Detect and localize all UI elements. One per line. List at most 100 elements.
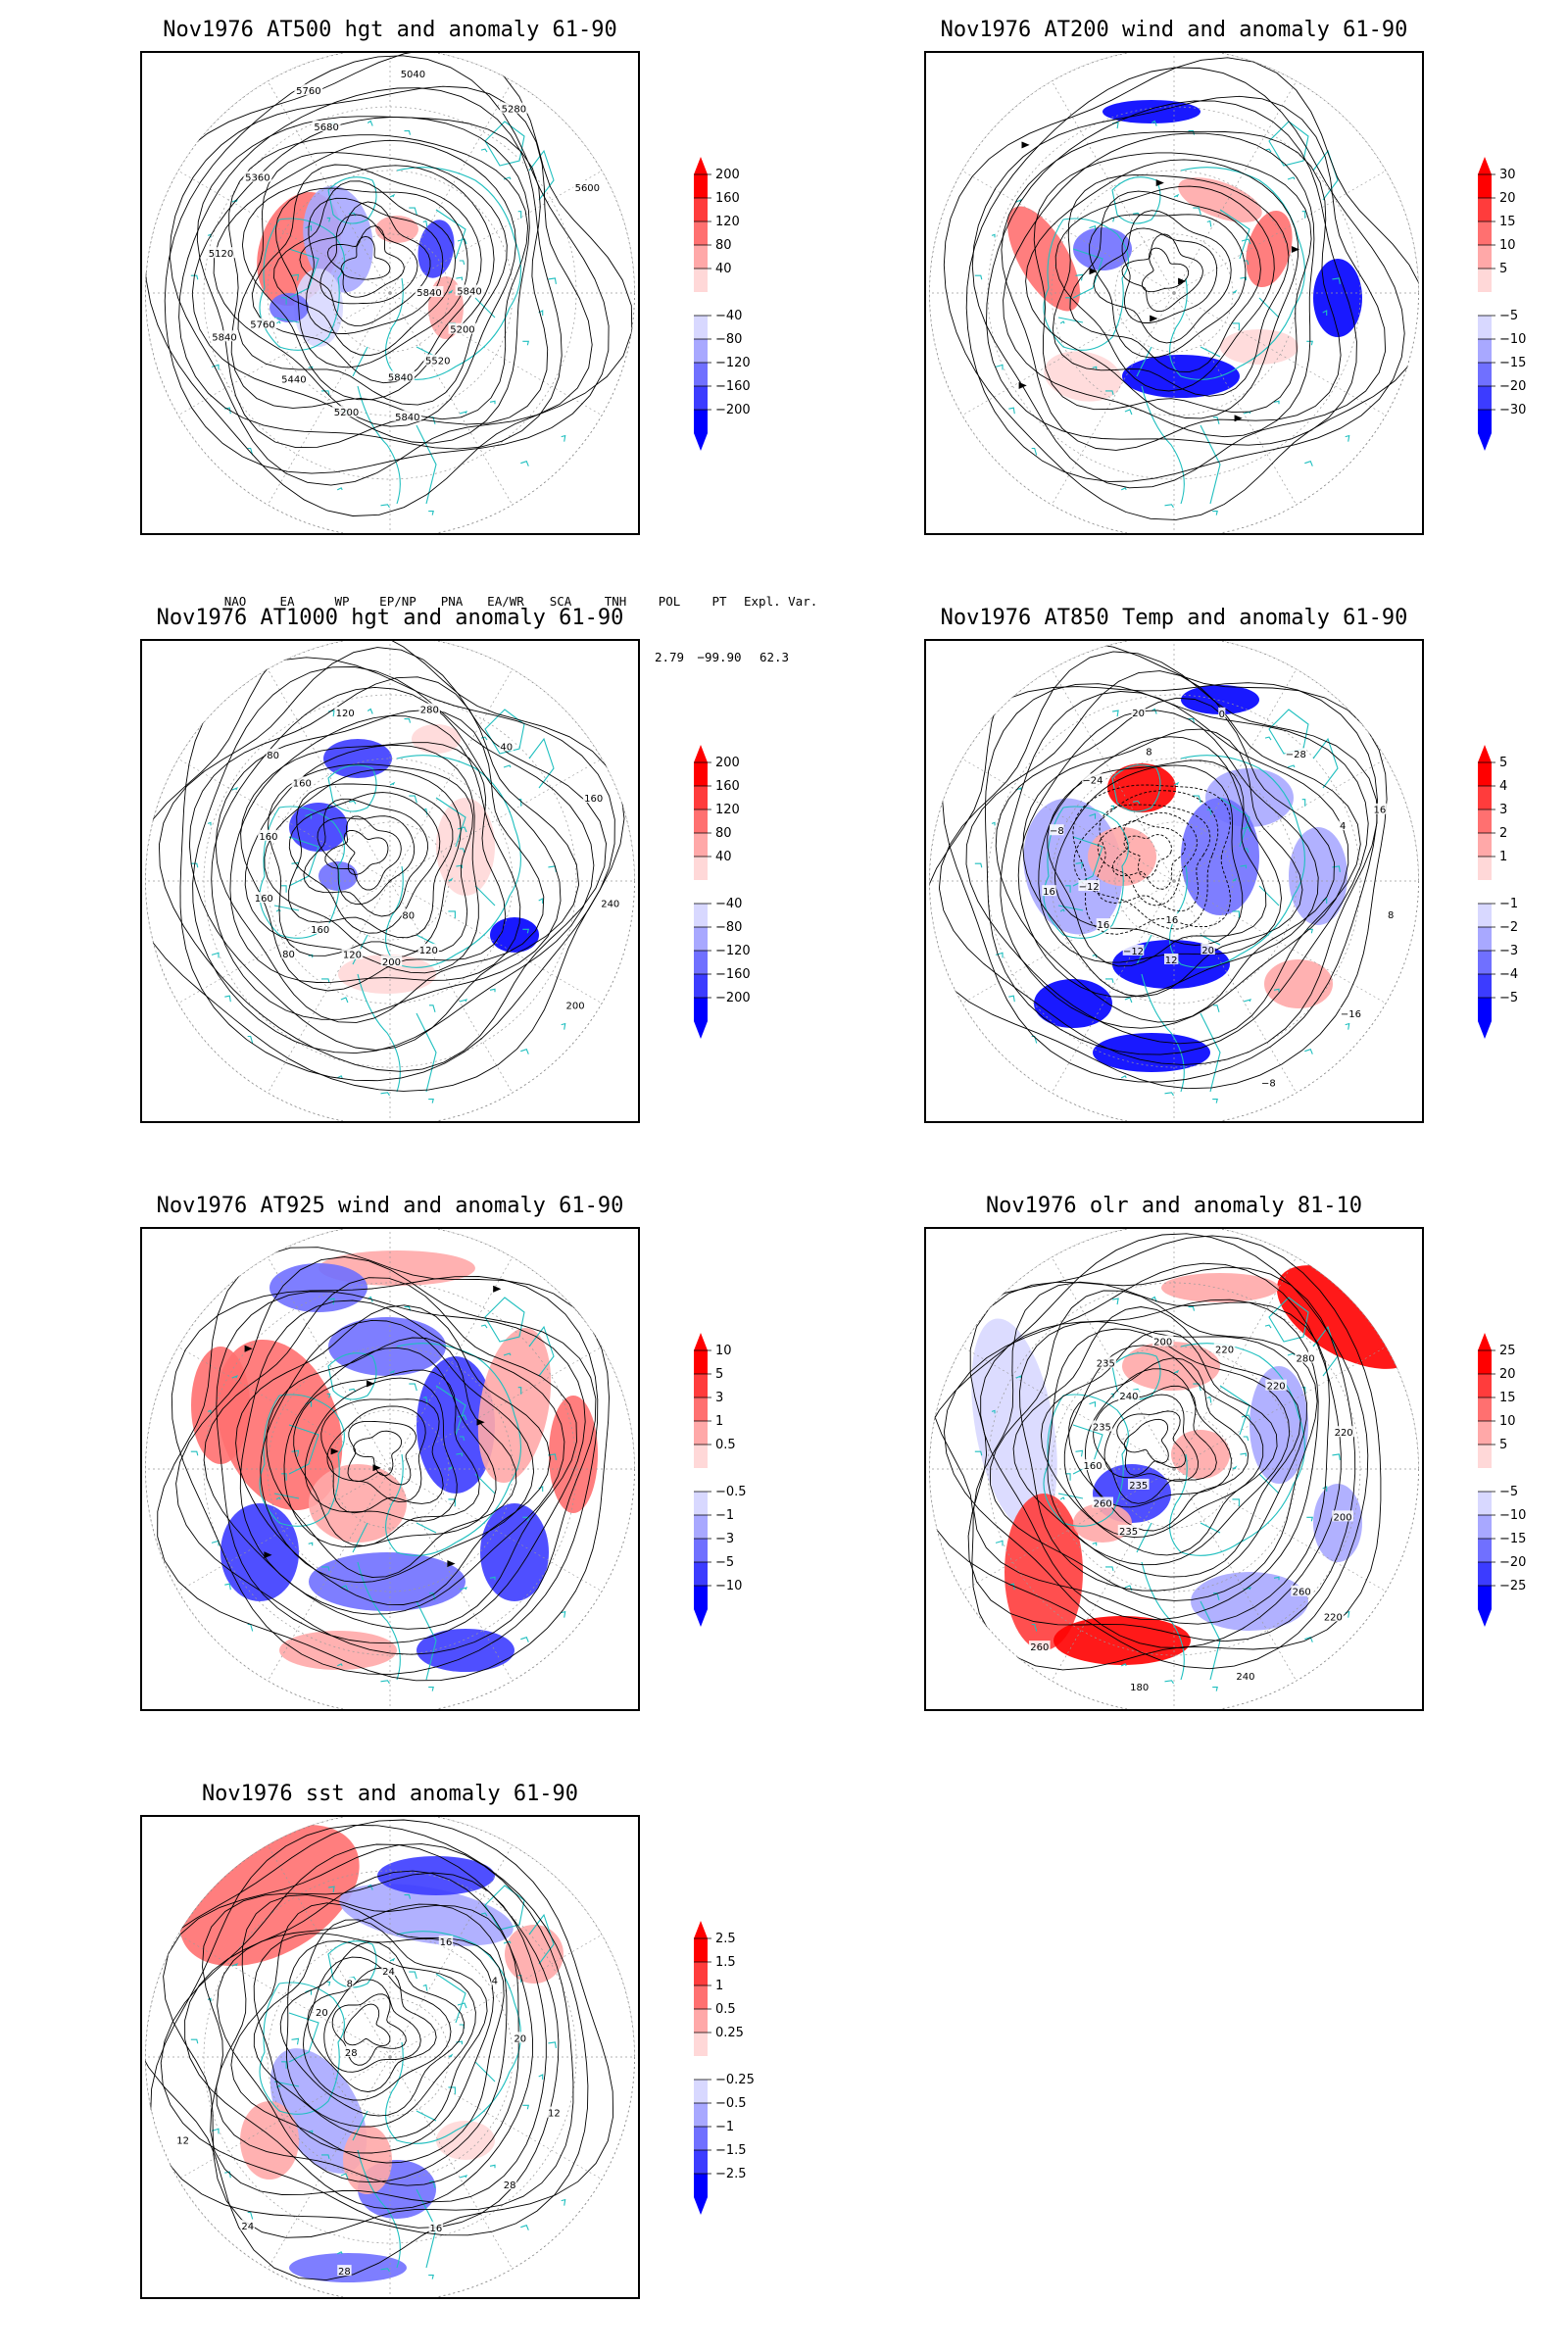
coast-na [259,218,345,351]
meridian [389,668,514,882]
contour-label: 120 [419,946,438,956]
contour-label-bg [309,922,331,934]
colorbar-swatch [1478,998,1492,1021]
map-svg: 80 160 160 40 200 120 160 280 240 200 160 120 160 120… [145,641,635,1121]
streamline [239,1299,565,1615]
coast-island [517,1975,522,1983]
coast-island [503,1940,512,1944]
coast-island [548,1453,557,1460]
meridian [1173,170,1387,294]
colorbar-label: 5 [1499,756,1507,770]
meridian [177,1468,391,1592]
anomaly-blob [375,216,418,243]
colorbar-swatch [1478,927,1492,951]
colorbar-swatch [694,880,708,904]
coast-island [1264,1324,1272,1329]
contour-label: 5040 [401,70,425,80]
colorbar-swatch [1478,1515,1492,1539]
streamline [157,1247,610,1682]
colorbar-swatch [1478,339,1492,363]
streamline [235,1304,551,1605]
coast-island [326,805,331,810]
coast-island [231,1962,239,1967]
anomaly-blob [480,1503,549,1601]
contour-label: 235 [1093,1423,1111,1434]
meridian [1173,80,1298,294]
colorbar-arrow-top [694,1333,708,1350]
coast-island [281,297,287,305]
colorbar-swatch [694,1421,708,1445]
colorbar-label: 10 [1499,238,1516,253]
coast-island [1304,1049,1313,1054]
contour-label: 5840 [457,287,481,298]
coast-island [207,1997,212,2002]
contour-label: 5280 [502,105,526,116]
contour-label-bg [337,2265,352,2277]
contour-line [1012,1306,1301,1578]
colorbar-swatch [1478,833,1492,857]
contour-label: 16 [1374,806,1387,816]
coast-island [321,2154,330,2160]
coast-island [459,1436,466,1442]
coast-island [190,2038,199,2044]
contour-line [1047,1328,1291,1566]
anomaly-blob [1088,827,1156,886]
meridian [389,1934,603,2058]
contour-line [253,1919,488,2139]
anomaly-blob [436,798,495,896]
anomaly-blob [279,1631,397,1670]
meridian [1173,668,1298,882]
coast-island [1193,1383,1201,1392]
contour-label-bg [341,948,364,959]
polar-map: 16 −12 8 4 −8 16 −24 −28 −16 −12 −8 0 8 12 16 20 16 20 [924,639,1424,1123]
flow-arrow [1177,277,1187,285]
contour-line [216,1894,519,2186]
coast-island [1089,812,1097,819]
meridian [389,292,603,416]
contour-line [967,1266,1356,1642]
contour-label: −8 [1261,1079,1276,1090]
colorbar-svg: 200 160 120 80 40 −40 −80 −120 −160 −200 [694,745,751,1039]
contour-label-bg [418,703,441,714]
coast-island [520,1637,529,1642]
contour-label: 160 [259,832,277,843]
coast-island [456,1452,463,1457]
coast-island [548,277,557,284]
coast-island [1232,322,1240,330]
colorbar-swatch [1478,880,1492,904]
colorbar-swatch [694,1985,708,2009]
coast-island [275,908,281,912]
flow-arrow [1291,246,1300,253]
contour-line [303,1956,452,2101]
map-boundary [145,1229,635,1709]
colorbar-swatch [694,1350,708,1374]
coast-island [1206,220,1212,227]
contour-label-bg [1291,1585,1313,1596]
coast-island [1345,434,1350,442]
colorbar-arrow-bottom [694,2197,708,2215]
colorbar-label: −5 [1499,309,1518,323]
flow-arrow [493,1285,502,1293]
contour-label-bg [1163,953,1179,964]
coast-island [389,193,396,198]
colorbar-label: −80 [715,332,742,347]
coast-island [224,2171,231,2179]
colorbar-swatch [694,786,708,809]
coast-island [389,781,396,786]
coast-island [561,1610,566,1618]
coast-island [520,2225,529,2230]
contour-line [217,1903,508,2183]
coast-island [1322,310,1328,316]
contour-line [323,1979,421,2073]
coast-island [380,504,390,509]
coast-island [247,1035,254,1044]
anomaly-blob [1034,979,1112,1028]
contours [145,641,625,1092]
map-boundary [929,53,1419,533]
colorbar-swatch [694,2009,708,2033]
coast-island [503,764,512,768]
coast-island [224,995,231,1003]
contour-line [1063,1345,1264,1539]
contour-label-bg [491,1974,499,1985]
contour-label-bg [599,897,621,908]
